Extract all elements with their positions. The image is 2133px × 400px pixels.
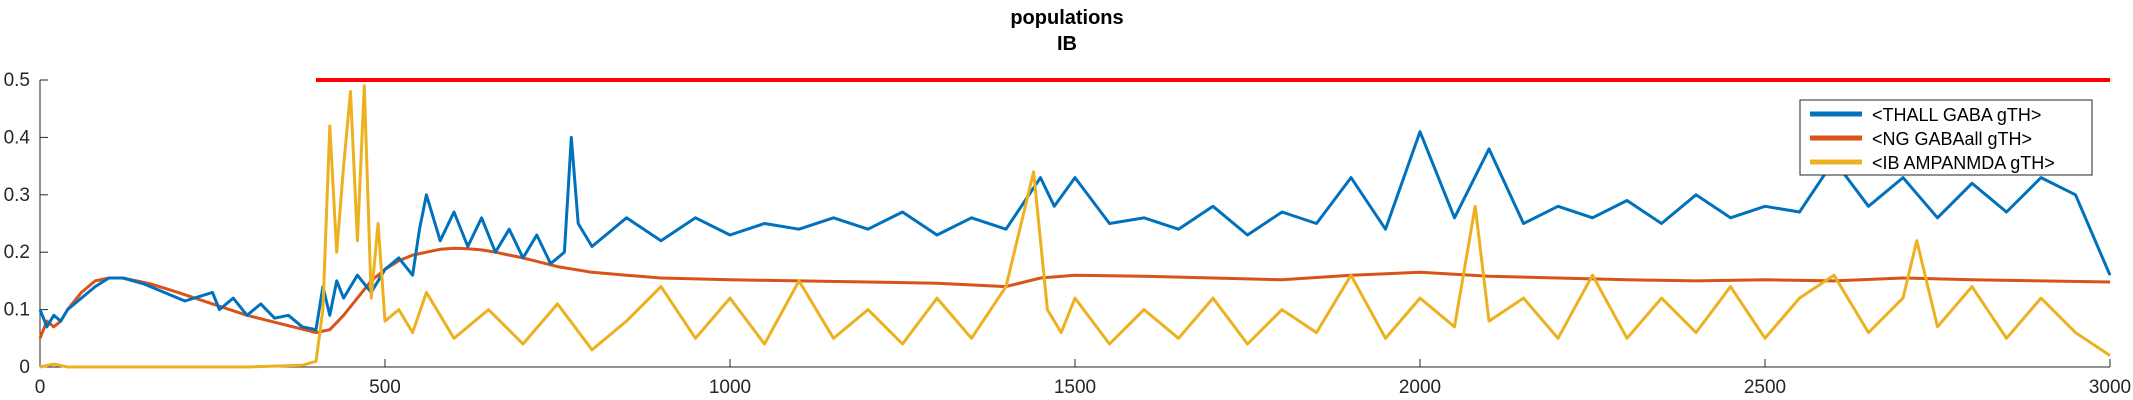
y-tick-label-0.2: 0.2 [4,242,30,263]
chart-title: populations [1010,7,1123,29]
plot-area: 0 500 1000 1500 2000 2500 3000 0 0.1 0.2 0.3 0.4 0.5 [4,70,2132,398]
legend-label-ng-gabaall: <NG GABAall gTH> [1872,129,2032,149]
series-line-ng-gabaall-gth [38,246,2111,339]
y-tick-label-0.5: 0.5 [4,70,30,91]
y-tick-label-0.1: 0.1 [4,300,30,321]
legend-label-ib-ampanmda: <IB AMPANMDA gTH> [1872,153,2055,173]
x-tick-label-1500: 1500 [1054,377,1096,398]
x-tick-label-500: 500 [369,377,401,398]
chart-subtitle: IB [1057,33,1077,55]
y-tick-label-0.4: 0.4 [4,127,31,148]
x-tick-label-3000: 3000 [2089,377,2131,398]
x-tick-label-1000: 1000 [709,377,751,398]
x-tick-label-2500: 2500 [1744,377,1786,398]
series-line-ib-ampanmda-gth [39,84,2111,369]
legend: <THALL GABA gTH> <NG GABAall gTH> <IB AM… [1799,99,2093,176]
x-tick-label-2000: 2000 [1399,377,1441,398]
y-tick-label-0.3: 0.3 [4,185,30,206]
y-tick-label-0: 0 [19,357,30,378]
series-line-thall-gaba-gth [38,130,2112,332]
x-tick-label-0: 0 [35,377,46,398]
legend-label-thall-gaba: <THALL GABA gTH> [1872,105,2041,125]
